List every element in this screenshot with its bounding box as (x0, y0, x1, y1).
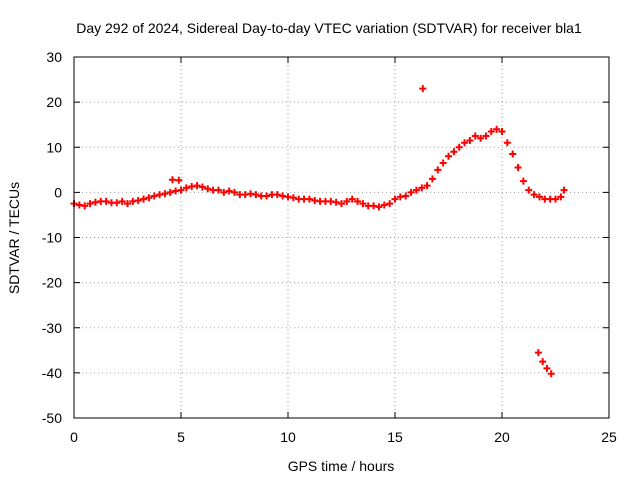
data-point (525, 186, 533, 194)
data-point (150, 192, 158, 200)
data-layer (70, 85, 568, 378)
data-point (434, 166, 442, 174)
data-point (177, 186, 185, 194)
data-point (86, 200, 94, 208)
data-point (530, 191, 538, 199)
data-point (557, 193, 565, 201)
data-point (166, 188, 174, 196)
data-point (519, 177, 527, 185)
x-axis-label: GPS time / hours (288, 458, 395, 474)
y-tick-label: 10 (46, 139, 62, 155)
data-point (168, 176, 176, 184)
x-tick-label: 15 (387, 429, 403, 445)
data-point (552, 195, 559, 203)
data-point (252, 191, 260, 199)
data-point (543, 364, 551, 372)
data-point (560, 186, 568, 194)
chart-title: Day 292 of 2024, Sidereal Day-to-day VTE… (76, 20, 582, 36)
y-tick-label: -40 (42, 365, 62, 381)
data-point (113, 199, 121, 207)
x-tick-label: 20 (494, 429, 510, 445)
data-point (161, 190, 169, 198)
data-point (386, 200, 394, 208)
x-tick-label: 10 (280, 429, 296, 445)
y-tick-label: -20 (42, 275, 62, 291)
data-point (338, 200, 345, 208)
data-point (198, 183, 206, 191)
data-point (534, 349, 542, 357)
data-point (225, 187, 233, 195)
data-point (535, 193, 543, 201)
data-point (503, 139, 511, 147)
data-point (380, 201, 388, 209)
data-point (375, 203, 383, 211)
data-point (391, 195, 399, 203)
data-point (482, 132, 490, 140)
data-point (102, 197, 110, 205)
data-point (305, 195, 313, 203)
data-point (418, 184, 426, 192)
data-point (455, 143, 463, 151)
data-point (231, 188, 238, 196)
data-point (124, 200, 131, 208)
data-point (471, 132, 479, 140)
data-point (273, 191, 281, 199)
x-tick-label: 0 (70, 429, 78, 445)
x-tick-label: 25 (601, 429, 617, 445)
data-point (118, 197, 126, 205)
x-axis-ticks: 0 5 10 15 20 25 (70, 57, 617, 445)
y-tick-label: -50 (42, 410, 62, 426)
data-point (419, 85, 427, 93)
data-point (428, 175, 436, 183)
y-tick-label: 30 (46, 49, 62, 65)
data-point (407, 188, 415, 196)
data-point (354, 197, 362, 205)
data-point (423, 182, 431, 190)
data-point (348, 195, 356, 203)
data-point (539, 358, 547, 366)
data-point (402, 192, 410, 200)
data-point (204, 185, 212, 193)
data-point (509, 150, 517, 158)
data-point (81, 202, 89, 210)
y-axis-ticks: -50 -40 -30 -20 -10 0 10 20 30 (42, 49, 609, 426)
data-point (289, 194, 297, 202)
data-point (461, 139, 469, 147)
y-tick-label: 20 (46, 94, 62, 110)
data-point (214, 186, 222, 194)
data-point (263, 192, 271, 200)
data-point (134, 196, 142, 204)
data-point (498, 127, 506, 135)
data-point (359, 200, 367, 208)
data-point (145, 194, 153, 202)
data-point (514, 164, 522, 172)
data-point (140, 195, 148, 203)
grid-layer (74, 57, 609, 418)
data-point (343, 197, 351, 205)
y-tick-label: 0 (54, 184, 62, 200)
data-point (487, 127, 495, 135)
data-point (477, 134, 485, 142)
data-point (493, 125, 501, 133)
x-tick-label: 5 (177, 429, 185, 445)
y-tick-label: -10 (42, 230, 62, 246)
data-point (445, 152, 452, 160)
data-point (182, 184, 190, 192)
data-point (175, 176, 183, 184)
data-point (439, 159, 447, 167)
data-point (332, 198, 340, 206)
data-point (466, 136, 474, 144)
data-point (547, 370, 555, 378)
data-point (412, 186, 420, 194)
data-point (193, 182, 201, 190)
data-point (220, 188, 228, 196)
y-tick-label: -30 (42, 320, 62, 336)
data-point (450, 148, 458, 156)
y-axis-label: SDTVAR / TECUs (6, 182, 22, 294)
